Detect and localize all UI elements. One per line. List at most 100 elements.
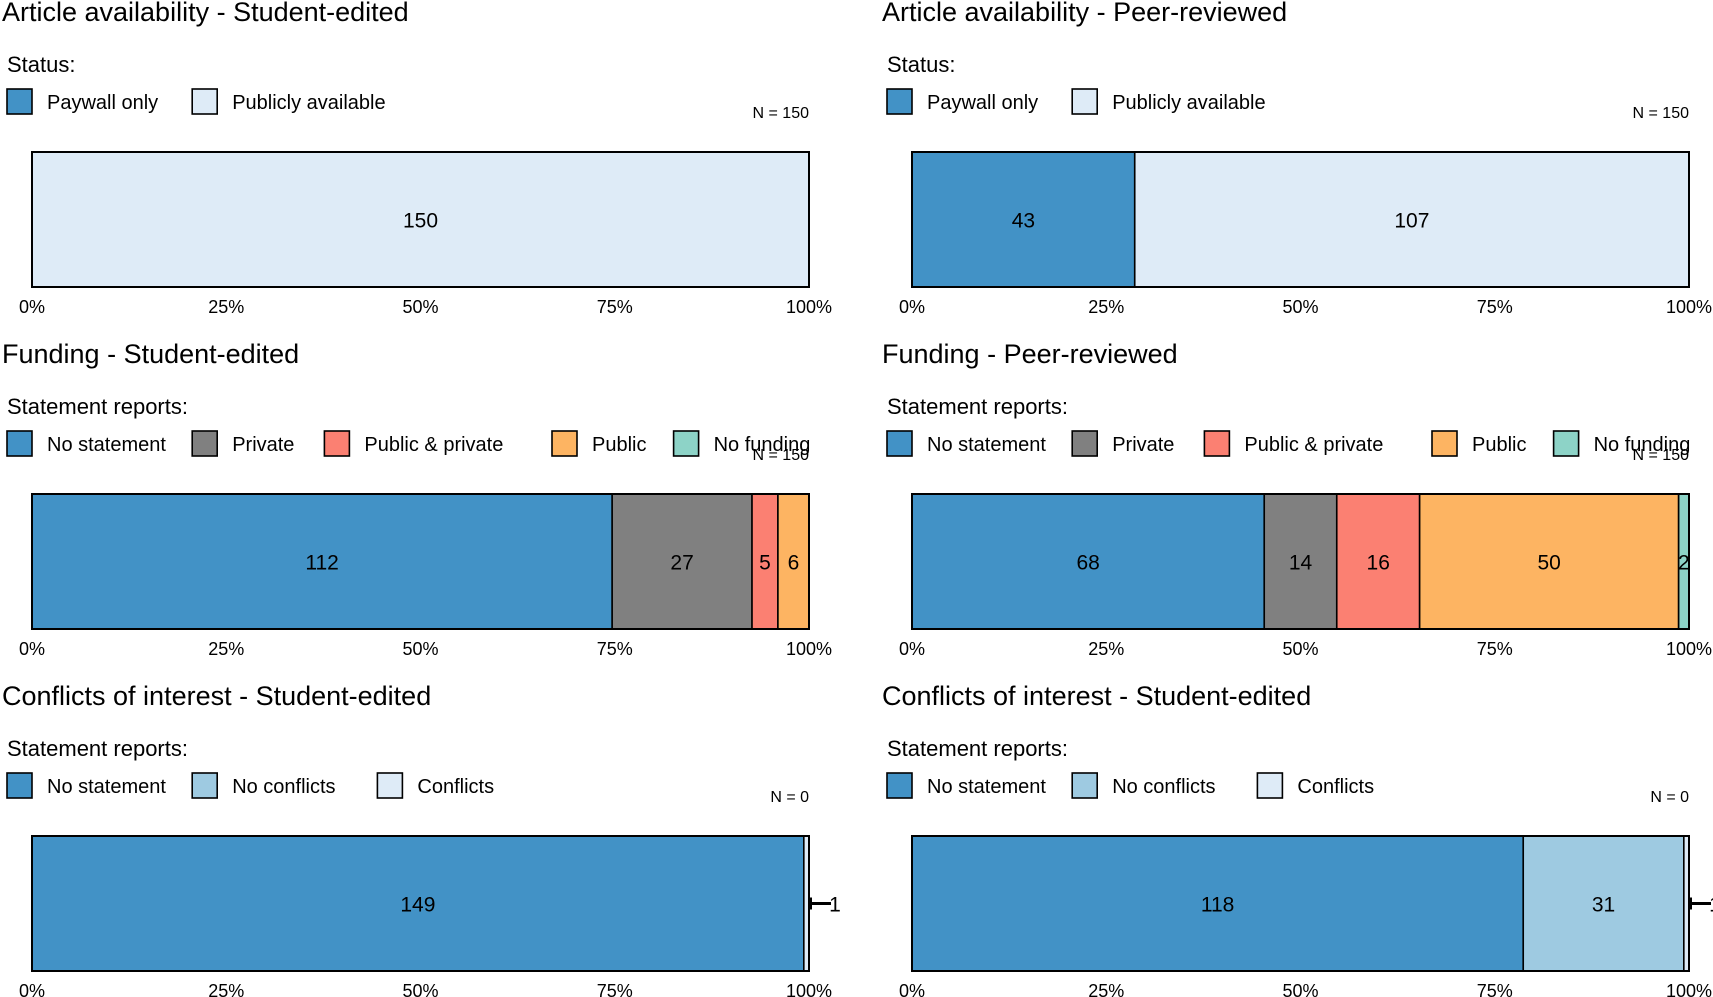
n-count-label: N = 150	[753, 447, 810, 464]
legend-title: Statement reports:	[887, 394, 1068, 419]
data-label: 5	[759, 552, 771, 575]
bar-outline	[31, 493, 810, 630]
bar-segment	[911, 151, 1136, 288]
legend-label: No statement	[47, 776, 166, 798]
legend-swatch	[6, 88, 33, 115]
x-tick-label: 50%	[402, 297, 438, 317]
bar-outline	[31, 835, 810, 972]
legend-title: Status:	[7, 52, 75, 77]
legend-label: Public	[592, 434, 646, 456]
legend-label: No funding	[1594, 434, 1691, 456]
chart-panel: Funding - Student-edited Statement report…	[2, 339, 832, 659]
data-label: 118	[1201, 894, 1234, 917]
bar-segment	[1522, 835, 1685, 972]
bar-segment	[31, 835, 805, 972]
data-label: 1	[829, 894, 841, 917]
x-tick-label: 50%	[1282, 981, 1318, 997]
data-label: 112	[305, 552, 338, 575]
x-tick-label: 25%	[208, 297, 244, 317]
data-label: 16	[1367, 552, 1390, 575]
data-label: 68	[1076, 552, 1099, 575]
bar-outline	[911, 835, 1690, 972]
x-tick-label: 75%	[597, 639, 633, 659]
data-label: 27	[670, 552, 693, 575]
x-tick-label: 0%	[899, 297, 925, 317]
legend-label: No conflicts	[232, 776, 335, 798]
data-label: 14	[1289, 552, 1313, 575]
chart-title: Funding - Peer-reviewed	[882, 339, 1178, 369]
chart-panel: Conflicts of interest - Student-edited St…	[882, 681, 1713, 997]
legend-label: Publicly available	[232, 92, 385, 114]
legend-swatch	[886, 430, 913, 457]
x-tick-label: 0%	[19, 981, 45, 997]
legend-label: Paywall only	[927, 92, 1038, 114]
legend-label: Public & private	[1244, 434, 1383, 456]
bar-outline	[911, 151, 1690, 288]
legend-swatch	[1552, 430, 1580, 457]
x-tick-label: 50%	[402, 639, 438, 659]
bar-segment	[1418, 493, 1680, 630]
chart-title: Article availability - Peer-reviewed	[882, 0, 1287, 27]
x-tick-label: 25%	[1088, 297, 1124, 317]
legend-title: Statement reports:	[7, 736, 188, 761]
x-tick-label: 50%	[1282, 297, 1318, 317]
legend-swatch	[886, 772, 913, 799]
legend-label: No conflicts	[1112, 776, 1215, 798]
chart-title: Article availability - Student-edited	[2, 0, 409, 27]
legend-swatch	[1431, 430, 1458, 457]
x-tick-label: 100%	[786, 297, 832, 317]
legend-label: Private	[1112, 434, 1174, 456]
x-tick-label: 50%	[402, 981, 438, 997]
x-tick-label: 50%	[1282, 639, 1318, 659]
chart-panel: Article availability - Peer-reviewed Stat…	[882, 0, 1712, 317]
bar-segment	[31, 151, 810, 288]
x-tick-label: 100%	[1666, 639, 1712, 659]
data-label: 31	[1592, 894, 1615, 917]
bar-outline	[911, 493, 1690, 630]
x-tick-label: 0%	[19, 639, 45, 659]
x-tick-label: 100%	[1666, 297, 1712, 317]
x-tick-label: 25%	[1088, 639, 1124, 659]
legend-swatch	[191, 772, 218, 799]
n-count-label: N = 0	[770, 789, 809, 806]
x-tick-label: 75%	[1477, 297, 1513, 317]
x-tick-label: 25%	[208, 639, 244, 659]
legend-label: Public & private	[364, 434, 503, 456]
bar-segment	[777, 493, 810, 630]
legend-swatch	[323, 430, 351, 457]
bar-segment	[31, 493, 613, 630]
data-label: 50	[1537, 552, 1560, 575]
legend-label: No statement	[927, 776, 1046, 798]
legend-label: Paywall only	[47, 92, 158, 114]
legend-swatch	[191, 88, 218, 115]
data-label: 1	[1709, 894, 1713, 917]
x-tick-label: 75%	[597, 297, 633, 317]
legend-label: Publicly available	[1112, 92, 1265, 114]
legend-swatch	[1071, 88, 1098, 115]
legend-swatch	[6, 772, 33, 799]
legend-swatch	[551, 430, 578, 457]
legend-swatch	[1203, 430, 1231, 457]
chart-title: Funding - Student-edited	[2, 339, 299, 369]
bar-segment	[911, 835, 1525, 972]
legend-swatch	[1071, 430, 1098, 457]
legend-title: Statement reports:	[887, 736, 1068, 761]
legend-label: Private	[232, 434, 294, 456]
chart-title: Conflicts of interest - Student-edited	[2, 681, 431, 711]
legend-swatch	[672, 430, 700, 457]
n-count-label: N = 0	[1650, 789, 1689, 806]
legend-title: Statement reports:	[7, 394, 188, 419]
n-count-label: N = 150	[1633, 447, 1690, 464]
n-count-label: N = 150	[753, 105, 810, 122]
x-tick-label: 0%	[899, 981, 925, 997]
legend-label: No funding	[714, 434, 811, 456]
chart-title: Conflicts of interest - Student-edited	[882, 681, 1311, 711]
x-tick-label: 100%	[1666, 981, 1712, 997]
legend-swatch	[1256, 772, 1284, 799]
legend-swatch	[1071, 772, 1098, 799]
x-tick-label: 25%	[1088, 981, 1124, 997]
chart-panel: Conflicts of interest - Student-edited St…	[2, 681, 841, 997]
legend-swatch	[376, 772, 404, 799]
bar-outline	[31, 151, 810, 288]
